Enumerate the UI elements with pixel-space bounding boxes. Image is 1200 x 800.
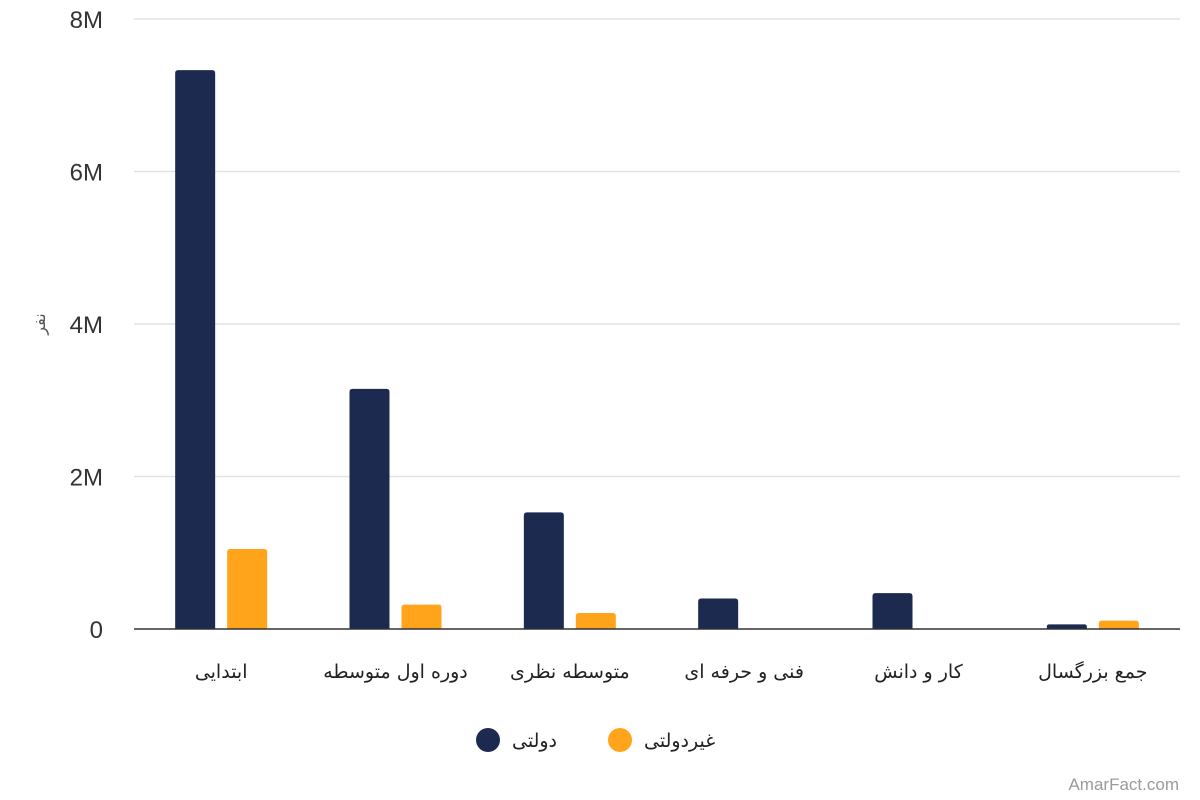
legend-marker — [476, 728, 500, 752]
bars — [175, 70, 1139, 629]
bar-non-governmental — [401, 604, 442, 629]
x-tick-label: دوره اول متوسطه — [323, 661, 468, 683]
legend-marker — [608, 728, 632, 752]
grid-lines — [134, 18, 1180, 478]
legend: دولتی غیردولتی — [476, 728, 715, 752]
y-tick-label: 0 — [90, 617, 103, 644]
legend-label: دولتی — [512, 730, 557, 752]
x-axis-labels: ابتدایی دوره اول متوسطه متوسطه نظری فنی و ح… — [195, 660, 1148, 683]
bar-non-governmental — [1098, 620, 1139, 629]
x-tick-label: جمع بزرگسال — [1038, 660, 1147, 683]
bar-governmental — [1046, 624, 1087, 629]
bar-governmental — [523, 512, 564, 629]
bar-governmental — [698, 598, 739, 629]
watermark: AmarFact.com — [1068, 775, 1179, 794]
bar-non-governmental — [227, 548, 268, 629]
x-tick-label: فنی و حرفه ای — [684, 661, 804, 683]
legend-label: غیردولتی — [644, 730, 715, 752]
x-tick-label: ابتدایی — [195, 661, 248, 683]
bar-governmental — [175, 70, 216, 629]
bar-governmental — [349, 388, 390, 629]
y-tick-label: 2M — [70, 465, 103, 492]
y-axis-ticks: 0 2M 4M 6M 8M — [70, 7, 103, 644]
y-tick-label: 6M — [70, 160, 103, 187]
y-tick-label: 8M — [70, 7, 103, 34]
bar-non-governmental — [575, 612, 616, 629]
bar-governmental — [872, 593, 913, 629]
y-tick-label: 4M — [70, 312, 103, 339]
x-tick-label: کار و دانش — [874, 661, 963, 683]
x-tick-label: متوسطه نظری — [510, 661, 630, 683]
y-axis-label: نفر — [30, 313, 50, 335]
